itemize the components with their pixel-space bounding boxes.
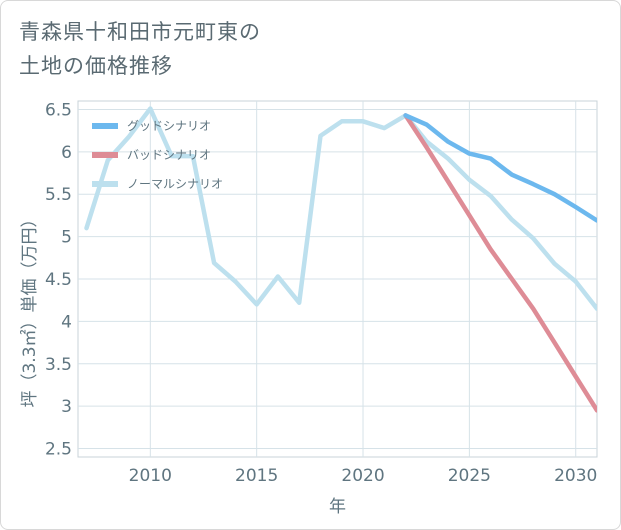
series-line (403, 113, 597, 223)
series-lines (84, 106, 597, 413)
x-tick-label: 2015 (235, 466, 278, 486)
y-tick-label: 4 (61, 312, 72, 332)
y-tick-label: 2.5 (45, 440, 72, 460)
y-tick-label: 5.5 (45, 185, 72, 205)
series-line (403, 113, 597, 413)
chart-title-line-2: 土地の価格推移 (19, 54, 173, 78)
tick-labels: 2010 2015 2020 2025 2030 2.5 3 3.5 4 4.5 5 5.5 6 6.5 (45, 100, 597, 486)
legend-label: グッドシナリオ (127, 119, 211, 133)
y-tick-label: 3 (61, 397, 72, 417)
series-line (84, 106, 597, 311)
legend-label: バッドシナリオ (127, 148, 211, 162)
y-tick-label: 6.5 (45, 100, 72, 120)
legend-label: ノーマルシナリオ (127, 177, 223, 191)
y-tick-label: 6 (61, 143, 72, 163)
y-axis-label: 坪（3.3㎡）単価（万円） (20, 210, 40, 407)
x-axis-label: 年 (329, 497, 346, 517)
x-tick-label: 2010 (129, 466, 172, 486)
x-tick-label: 2030 (554, 466, 597, 486)
x-tick-label: 2020 (341, 466, 384, 486)
y-tick-label: 5 (61, 228, 72, 248)
y-tick-label: 3.5 (45, 355, 72, 375)
chart-title-line-1: 青森県十和田市元町東の (19, 20, 261, 44)
y-tick-label: 4.5 (45, 270, 72, 290)
chart-title: 青森県十和田市元町東の 土地の価格推移 (19, 15, 439, 83)
x-tick-label: 2025 (448, 466, 491, 486)
